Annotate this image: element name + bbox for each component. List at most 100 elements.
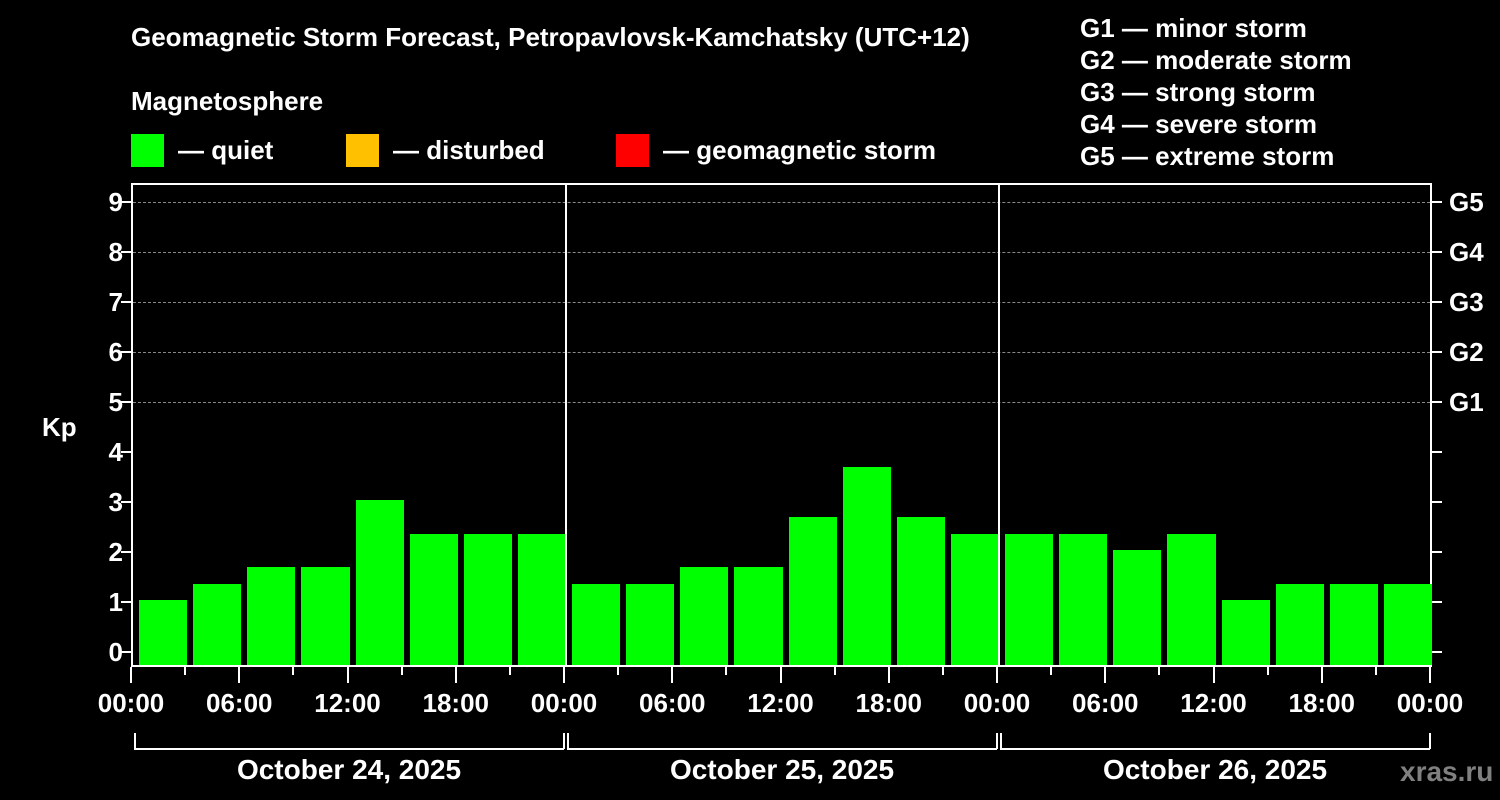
- kp-bar: [1329, 583, 1378, 665]
- x-tick: [1104, 667, 1107, 683]
- watermark: xras.ru: [1400, 756, 1494, 787]
- x-tick: [1429, 667, 1431, 683]
- right-tick: [1432, 201, 1442, 203]
- kp-bar: [301, 566, 350, 665]
- gridline: [133, 252, 1430, 253]
- legend-quiet: — quiet: [131, 133, 273, 167]
- x-tick: [563, 667, 565, 683]
- g-scale-label: G2: [1449, 337, 1484, 367]
- x-tick: [779, 667, 782, 683]
- g-legend-item: G3 — strong storm: [1080, 77, 1316, 107]
- kp-bar: [409, 533, 458, 665]
- kp-bar: [1221, 600, 1270, 665]
- x-tick: [1158, 667, 1161, 675]
- quiet-swatch-icon: [131, 133, 164, 167]
- date-bracket-end: [563, 733, 565, 749]
- right-tick: [1432, 651, 1442, 653]
- right-tick: [1432, 301, 1442, 303]
- legend-label: — disturbed: [393, 134, 545, 165]
- g-scale-label: G4: [1449, 237, 1484, 267]
- g-legend-item: G5 — extreme storm: [1080, 141, 1335, 171]
- legend-label: — geomagnetic storm: [663, 134, 937, 165]
- kp-bar: [1005, 533, 1054, 665]
- chart-subtitle: Magnetosphere: [131, 86, 324, 116]
- kp-bar: [734, 566, 783, 665]
- x-tick-label: 18:00: [422, 688, 490, 718]
- kp-bar: [1167, 533, 1216, 665]
- g-scale-legend: G1 — minor storm G2 — moderate storm G3 …: [1080, 12, 1352, 172]
- date-bracket-end: [134, 733, 136, 749]
- y-tick-label: 9: [108, 187, 123, 217]
- x-tick-label: 12:00: [1180, 688, 1247, 718]
- y-tick: [121, 401, 131, 403]
- y-axis-label: Kp: [42, 412, 77, 442]
- g-legend-item: G2 — moderate storm: [1080, 45, 1352, 75]
- g-scale-label: G1: [1449, 387, 1484, 417]
- y-tick-label: 6: [108, 337, 123, 367]
- x-tick: [238, 667, 241, 683]
- date-bracket: [1000, 748, 1430, 750]
- day-divider: [565, 185, 567, 665]
- kp-bar: [463, 533, 512, 665]
- x-tick-label: 18:00: [855, 688, 923, 718]
- gridline: [133, 402, 1430, 403]
- date-label: October 24, 2025: [236, 754, 462, 785]
- x-tick-label: 06:00: [1072, 688, 1139, 718]
- y-tick: [121, 301, 131, 303]
- y-tick: [121, 251, 131, 253]
- kp-bar: [193, 583, 242, 665]
- y-tick-label: 4: [108, 437, 123, 467]
- x-tick: [1212, 667, 1215, 683]
- kp-bar: [842, 466, 891, 665]
- day-divider: [998, 185, 1000, 665]
- y-tick-label: 8: [108, 237, 123, 267]
- x-tick: [941, 667, 944, 675]
- x-tick: [671, 667, 674, 683]
- y-tick-label: 3: [108, 487, 123, 517]
- legend-label: — quiet: [178, 134, 274, 165]
- x-tick: [400, 667, 403, 675]
- x-tick-label: 12:00: [747, 688, 814, 718]
- x-tick-label: 12:00: [314, 688, 381, 718]
- x-tick: [725, 667, 728, 675]
- g-scale-label: G3: [1449, 287, 1484, 317]
- legend-storm: — geomagnetic storm: [616, 133, 936, 167]
- x-tick: [1050, 667, 1053, 675]
- date-bracket: [134, 748, 564, 750]
- x-tick-label: 00:00: [963, 688, 1031, 718]
- y-tick: [121, 651, 131, 653]
- kp-bar: [626, 583, 675, 665]
- gridline: [133, 302, 1430, 303]
- right-tick: [1432, 351, 1442, 353]
- date-bracket-end: [996, 733, 998, 749]
- plot-area: [131, 183, 1432, 667]
- x-tick-label: 18:00: [1288, 688, 1356, 718]
- x-tick: [996, 667, 998, 683]
- x-tick-label: 00:00: [1396, 688, 1464, 718]
- kp-bar: [1383, 583, 1432, 665]
- kp-bar: [1059, 533, 1108, 665]
- disturbed-swatch-icon: [346, 133, 379, 167]
- kp-bar: [139, 600, 188, 665]
- y-tick-label: 1: [108, 587, 123, 617]
- right-tick: [1432, 401, 1442, 403]
- x-tick: [346, 667, 349, 683]
- gridline: [133, 202, 1430, 203]
- x-tick: [130, 667, 132, 683]
- chart-title: Geomagnetic Storm Forecast, Petropavlovs…: [131, 22, 970, 52]
- kp-bar: [517, 533, 566, 665]
- x-tick: [1266, 667, 1269, 675]
- kp-bar: [1113, 550, 1162, 665]
- x-tick-label: 00:00: [530, 688, 598, 718]
- kp-bar: [1275, 583, 1324, 665]
- kp-bar: [355, 500, 404, 665]
- legend-disturbed: — disturbed: [346, 133, 545, 167]
- storm-swatch-icon: [616, 133, 649, 167]
- date-bracket-end: [567, 733, 569, 749]
- x-tick: [617, 667, 620, 675]
- x-tick: [454, 667, 457, 683]
- x-tick-label: 00:00: [97, 688, 165, 718]
- kp-bar: [950, 533, 999, 665]
- kp-bar: [788, 516, 837, 665]
- right-tick: [1432, 551, 1442, 553]
